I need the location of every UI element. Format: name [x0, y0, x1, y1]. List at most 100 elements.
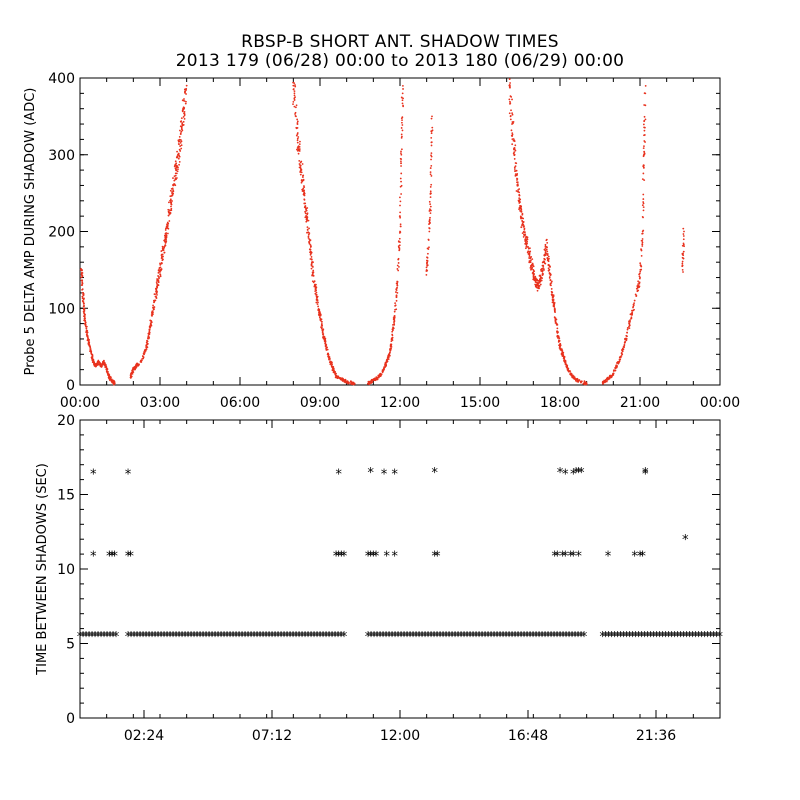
data-point	[633, 308, 635, 311]
data-point	[384, 363, 387, 366]
data-point	[183, 88, 186, 91]
data-point	[525, 244, 528, 246]
data-point-baseline: *	[427, 630, 435, 645]
data-point-baseline: *	[436, 630, 444, 645]
data-point	[380, 373, 383, 376]
data-point	[109, 379, 111, 382]
data-point-baseline: *	[379, 630, 387, 645]
data-point	[545, 248, 548, 251]
data-point-baseline: *	[373, 630, 381, 645]
data-point	[158, 277, 160, 280]
data-point	[529, 247, 531, 250]
data-point-baseline: *	[286, 630, 294, 645]
data-point: *	[567, 550, 575, 565]
data-point-baseline: *	[112, 630, 120, 645]
data-point-baseline: *	[445, 630, 453, 645]
data-point	[81, 297, 84, 300]
data-point-baseline: *	[280, 630, 288, 645]
top-panel-amplitude: 00:00 03:00 06:00 09:00 12:00 15:00 18:00 21:00…	[23, 71, 740, 411]
data-point	[642, 155, 645, 158]
data-point-baseline: *	[526, 630, 534, 645]
data-point-baseline: *	[704, 630, 712, 645]
data-point	[511, 122, 514, 125]
data-point	[682, 257, 685, 260]
data-point-baseline: *	[166, 630, 174, 645]
data-point	[173, 175, 176, 177]
data-point	[430, 130, 433, 133]
data-point	[301, 188, 304, 191]
data-point	[546, 259, 549, 262]
data-point: *	[561, 550, 569, 565]
data-point	[298, 148, 301, 150]
y-axis-label: TIME BETWEEN SHADOWS (SEC)	[35, 463, 50, 676]
data-point-baseline: *	[328, 630, 336, 645]
data-point: *	[89, 468, 97, 483]
data-point	[344, 378, 347, 381]
data-point-baseline: *	[370, 630, 378, 645]
data-point	[514, 162, 517, 164]
data-point	[549, 265, 551, 268]
data-point	[103, 362, 106, 364]
data-point	[641, 204, 644, 207]
data-point	[322, 337, 325, 340]
data-point	[430, 183, 433, 186]
data-point	[640, 249, 643, 251]
data-point-baseline: *	[190, 630, 198, 645]
data-point	[636, 286, 639, 289]
data-point	[393, 321, 396, 323]
data-point	[147, 336, 149, 339]
data-point	[177, 168, 179, 171]
data-point: *	[631, 550, 639, 565]
data-point	[379, 374, 382, 377]
data-point	[299, 166, 302, 169]
data-point	[396, 291, 399, 294]
data-point	[629, 313, 632, 316]
data-point	[682, 235, 685, 237]
data-point-baseline: *	[484, 630, 492, 645]
data-point	[175, 172, 178, 175]
data-point	[528, 261, 531, 264]
data-point	[83, 315, 85, 318]
data-point	[180, 144, 183, 147]
data-point	[374, 379, 377, 382]
data-point	[146, 342, 149, 345]
data-point	[642, 147, 645, 150]
y-tick-label: 20	[57, 413, 75, 429]
data-point: *	[641, 466, 649, 481]
data-point-baseline: *	[562, 630, 570, 645]
data-point	[176, 150, 178, 153]
data-point	[582, 382, 585, 385]
data-point	[306, 212, 309, 215]
data-point	[156, 285, 158, 288]
data-point	[539, 283, 542, 286]
data-point-baseline: *	[689, 630, 697, 645]
data-point	[172, 183, 175, 186]
data-point	[183, 114, 186, 117]
data-point	[149, 319, 152, 322]
data-point	[561, 350, 564, 352]
data-point	[551, 291, 554, 294]
data-point	[170, 203, 173, 206]
plot-frame	[79, 419, 721, 719]
data-point	[527, 250, 530, 253]
data-point	[511, 112, 514, 115]
data-point	[167, 208, 170, 211]
data-point	[532, 265, 535, 268]
data-point	[182, 106, 185, 109]
data-point	[508, 98, 511, 101]
data-point-baseline: *	[632, 630, 640, 645]
data-point	[181, 122, 184, 124]
data-point	[428, 200, 431, 203]
data-point-baseline: *	[301, 630, 309, 645]
data-point	[178, 143, 180, 146]
data-point	[636, 290, 639, 293]
data-point	[397, 269, 400, 272]
data-point	[302, 174, 305, 177]
data-point-baseline: *	[520, 630, 528, 645]
data-point-baseline: *	[547, 630, 555, 645]
data-point	[85, 327, 88, 330]
data-point	[324, 338, 327, 341]
data-point	[398, 246, 400, 249]
data-point	[429, 173, 432, 176]
data-point	[618, 358, 621, 361]
